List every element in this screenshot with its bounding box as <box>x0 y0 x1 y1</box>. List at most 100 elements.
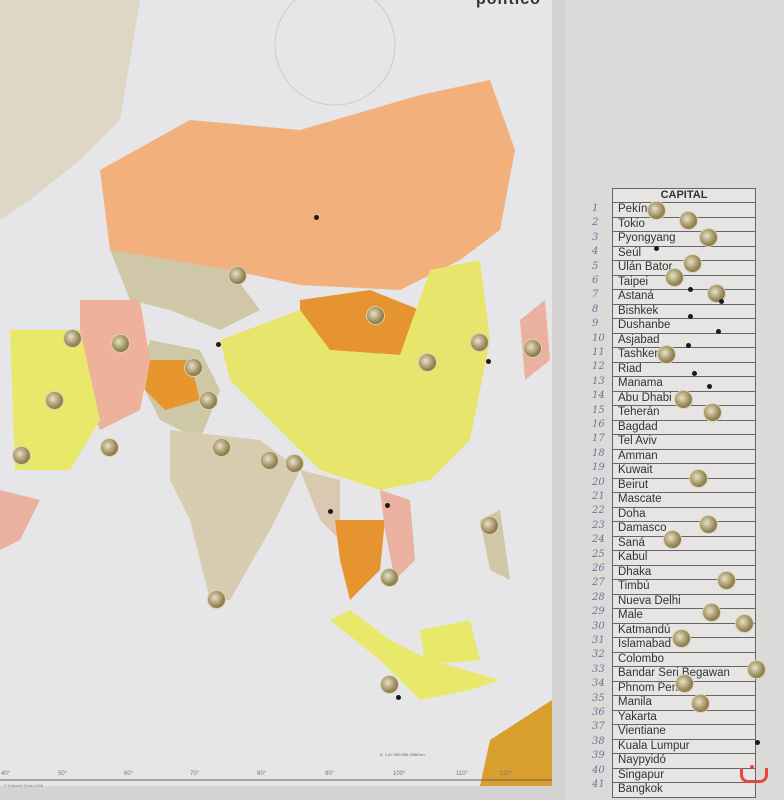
row-number: 19 <box>592 462 605 474</box>
capital-row: Bandar Seri Begawan <box>613 666 755 681</box>
push-pin[interactable] <box>208 591 225 608</box>
push-pin[interactable] <box>200 392 217 409</box>
push-pin[interactable] <box>46 392 63 409</box>
row-number: 11 <box>592 347 605 358</box>
borneo <box>420 620 480 665</box>
capital-table: CAPITAL Pekín Tokio Pyongyang Seúl Ulán Bato… <box>612 188 756 798</box>
push-pin[interactable] <box>708 285 725 302</box>
push-pin[interactable] <box>700 516 717 533</box>
map-scale: E. 1:47.000.000 2000 km <box>380 752 425 757</box>
push-pin[interactable] <box>675 391 692 408</box>
capital-row: Bishkek <box>613 303 755 319</box>
push-pin[interactable] <box>666 269 683 286</box>
push-pin[interactable] <box>213 439 230 456</box>
push-pin[interactable] <box>286 455 303 472</box>
push-pin[interactable] <box>524 340 541 357</box>
row-number: 40 <box>592 764 605 776</box>
row-number: 4 <box>592 246 599 258</box>
push-pin[interactable] <box>658 346 675 363</box>
push-pin[interactable] <box>648 202 665 219</box>
row-number: 26 <box>592 563 605 574</box>
table-header: CAPITAL <box>660 189 708 201</box>
capital-row: Nueva Delhi <box>613 593 755 609</box>
indonesia <box>330 610 500 700</box>
longitude-label: 70° <box>190 771 200 777</box>
capital-row: Abu Dhabi <box>613 390 755 406</box>
kazakhstan <box>110 250 260 330</box>
push-pin[interactable] <box>64 330 81 347</box>
pin-hole <box>385 503 390 508</box>
row-number: 7 <box>592 289 599 301</box>
capital-row: Asjabad <box>613 332 755 348</box>
push-pin[interactable] <box>673 630 690 647</box>
row-number: 31 <box>592 635 605 646</box>
push-pin[interactable] <box>101 439 118 456</box>
australia <box>480 700 552 786</box>
europe <box>0 0 140 220</box>
capital-row: Pyongyang <box>613 231 755 246</box>
pin-hole <box>719 299 724 304</box>
pin-hole <box>688 314 693 319</box>
push-pin[interactable] <box>381 676 398 693</box>
push-pin[interactable] <box>718 572 735 589</box>
capital-row: Seúl <box>613 245 755 261</box>
pin-hole <box>396 695 401 700</box>
pin-hole <box>328 509 333 514</box>
push-pin[interactable] <box>185 359 202 376</box>
capital-row: Dhaka <box>613 564 755 580</box>
row-number: 28 <box>592 591 605 603</box>
scale-end: 2000 km <box>409 752 425 757</box>
north-pole-grid <box>274 0 396 106</box>
push-pin[interactable] <box>692 695 709 712</box>
push-pin[interactable] <box>703 604 720 621</box>
push-pin[interactable] <box>261 452 278 469</box>
pin-hole <box>716 329 721 334</box>
russia <box>100 80 515 290</box>
row-number: 1 <box>592 203 599 214</box>
longitude-label: 110° <box>456 771 468 777</box>
push-pin[interactable] <box>13 447 30 464</box>
push-pin[interactable] <box>700 229 717 246</box>
push-pin[interactable] <box>736 615 753 632</box>
row-number: 22 <box>592 505 605 517</box>
push-pin[interactable] <box>684 255 701 272</box>
capital-row: Riad <box>613 361 755 377</box>
push-pin[interactable] <box>664 531 681 548</box>
capital-row: Vientiane <box>613 724 755 739</box>
row-number: 30 <box>592 620 605 632</box>
push-pin[interactable] <box>690 470 707 487</box>
row-number: 25 <box>592 548 605 560</box>
push-pin[interactable] <box>229 267 246 284</box>
push-pin[interactable] <box>748 661 765 678</box>
push-pin[interactable] <box>676 675 693 692</box>
push-pin[interactable] <box>471 334 488 351</box>
capital-row: Kuwait <box>613 463 755 478</box>
row-number: 9 <box>592 318 599 330</box>
pin-hole <box>755 740 760 745</box>
row-number: 37 <box>592 721 605 733</box>
push-pin[interactable] <box>367 307 384 324</box>
capital-row: Colombo <box>613 651 755 667</box>
vietnam <box>380 490 415 580</box>
capital-row: Damasco <box>613 521 755 536</box>
longitude-label: 50° <box>58 771 68 777</box>
longitude-label: 80° <box>257 771 267 777</box>
capital-row: Taipei <box>613 274 755 290</box>
row-number: 15 <box>592 404 605 416</box>
capital-row: Manila <box>613 695 755 710</box>
capital-row: Saná <box>613 535 755 551</box>
push-pin[interactable] <box>112 335 129 352</box>
pin-hole <box>216 342 221 347</box>
push-pin[interactable] <box>481 517 498 534</box>
longitude-label: 100° <box>393 771 406 777</box>
capital-row: Amman <box>613 448 755 464</box>
row-number: 34 <box>592 678 605 690</box>
capital-row: Tashkent <box>613 347 755 362</box>
myanmar <box>300 470 340 540</box>
push-pin[interactable] <box>704 404 721 421</box>
push-pin[interactable] <box>419 354 436 371</box>
push-pin[interactable] <box>680 212 697 229</box>
asia-political-map: político E. 1:47.000.000 2000 km © Edito… <box>0 0 552 788</box>
pin-hole <box>692 371 697 376</box>
push-pin[interactable] <box>381 569 398 586</box>
